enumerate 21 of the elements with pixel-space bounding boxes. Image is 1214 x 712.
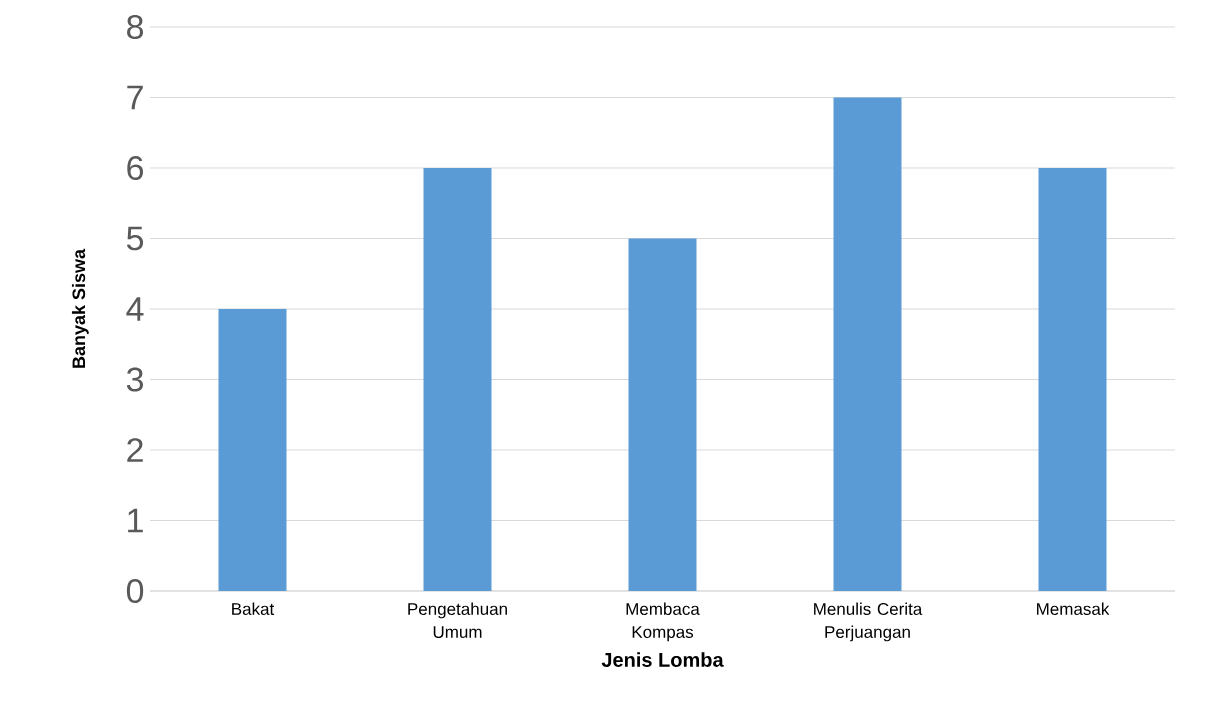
y-tick-label: 0	[126, 578, 144, 604]
y-tick-label: 6	[127, 155, 143, 181]
x-tick-label: Pengetahuan Umum	[408, 602, 507, 639]
bar	[1038, 168, 1107, 591]
y-tick-label: 7	[127, 85, 143, 110]
bar	[423, 168, 492, 591]
bar	[833, 97, 902, 591]
y-axis-title: Banyak Siswa	[71, 248, 89, 368]
x-axis-title: Jenis Lomba	[601, 652, 724, 667]
x-tick-label: Menulis Cerita Perjuangan	[814, 602, 923, 642]
y-tick-label: 2	[127, 438, 143, 462]
y-tick-label: 1	[128, 508, 143, 533]
y-tick-label: 4	[126, 297, 144, 321]
y-tick-label: 8	[127, 14, 144, 40]
x-tick-label: Bakat	[232, 602, 275, 616]
y-tick-label: 5	[126, 226, 144, 251]
x-tick-label: Membaca Kompas	[626, 602, 700, 642]
bar	[218, 309, 287, 591]
y-tick-label: 3	[126, 367, 143, 392]
bar	[628, 238, 697, 591]
x-tick-label: Memasak	[1037, 602, 1110, 616]
